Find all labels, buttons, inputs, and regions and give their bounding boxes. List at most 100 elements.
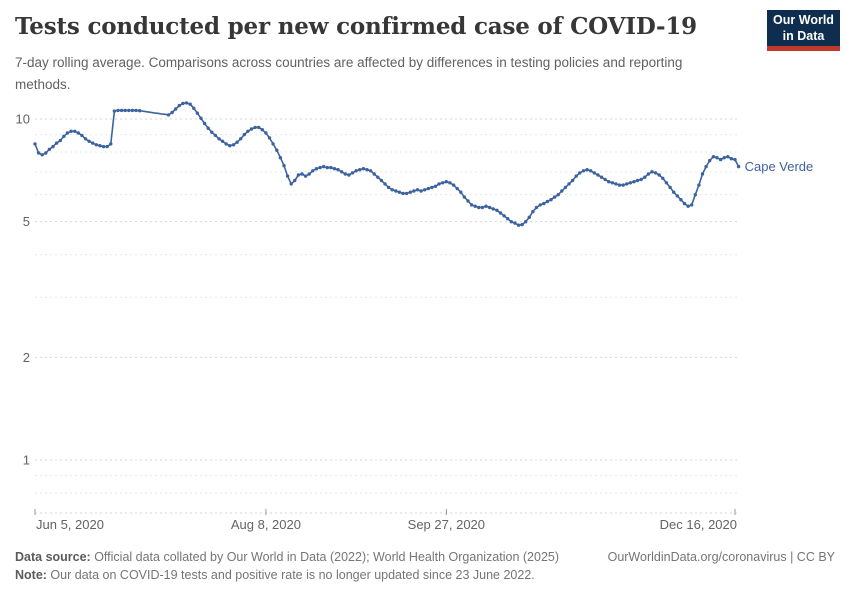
data-point — [690, 203, 694, 207]
data-point — [430, 185, 434, 190]
data-point — [293, 178, 297, 183]
data-point — [653, 171, 658, 175]
data-line[interactable] — [34, 102, 740, 226]
data-point — [534, 205, 539, 210]
data-point — [401, 191, 405, 196]
data-point — [36, 151, 41, 155]
data-point — [469, 203, 474, 207]
data-point — [491, 207, 495, 211]
data-point — [213, 133, 218, 138]
data-point — [336, 168, 340, 172]
data-point — [289, 182, 293, 186]
note-label: Note: — [15, 568, 47, 583]
data-point — [423, 188, 427, 192]
data-point — [51, 144, 55, 149]
data-point — [264, 131, 268, 135]
data-point — [729, 157, 734, 161]
data-point — [455, 186, 459, 191]
data-point — [177, 103, 181, 108]
data-point — [520, 222, 524, 227]
data-point — [679, 198, 683, 202]
data-point — [617, 183, 622, 187]
data-point — [621, 183, 625, 187]
data-point — [708, 158, 712, 163]
data-point — [451, 183, 456, 187]
data-point — [664, 181, 669, 185]
data-point — [365, 168, 369, 172]
data-point — [257, 125, 261, 130]
data-point — [105, 144, 109, 149]
data-source-line: Data source: Official data collated by O… — [15, 548, 559, 566]
data-point — [91, 141, 95, 145]
data-point — [441, 181, 445, 185]
entity-label: Cape Verde — [745, 159, 814, 174]
data-point — [296, 173, 301, 177]
data-point — [686, 204, 690, 208]
data-point — [239, 137, 243, 141]
plot-area[interactable] — [35, 100, 737, 513]
data-point — [610, 181, 614, 185]
data-point — [137, 109, 142, 113]
data-point — [195, 111, 200, 115]
data-point — [715, 156, 719, 160]
data-point — [585, 168, 589, 172]
data-point — [271, 142, 275, 146]
y-axis-tick-label: 10 — [16, 112, 30, 127]
data-point — [282, 163, 286, 168]
data-point — [73, 129, 77, 133]
note-line: Note: Our data on COVID-19 tests and pos… — [15, 566, 835, 584]
data-point — [675, 194, 679, 198]
data-point — [711, 155, 716, 159]
data-point — [527, 215, 531, 219]
data-point — [340, 170, 344, 174]
data-point — [733, 157, 737, 162]
data-point — [354, 169, 358, 173]
data-point — [646, 172, 651, 176]
data-point — [332, 167, 337, 171]
data-point — [87, 139, 91, 143]
data-point — [567, 182, 571, 186]
data-point — [672, 190, 676, 194]
data-point — [419, 189, 423, 193]
x-axis-tick-label: Jun 5, 2020 — [36, 517, 104, 532]
data-point — [394, 189, 398, 193]
data-point — [693, 193, 697, 197]
data-point — [704, 164, 708, 169]
data-source-label: Data source: — [15, 550, 91, 564]
x-axis-tick-label: Sep 27, 2020 — [408, 517, 485, 532]
license-link[interactable]: OurWorldinData.org/coronavirus | CC BY — [607, 550, 835, 564]
owid-logo: Our World in Data — [767, 10, 840, 51]
footer: Data source: Official data collated by O… — [15, 548, 835, 584]
data-point — [632, 180, 636, 184]
data-point — [697, 183, 701, 187]
data-point — [358, 168, 362, 172]
data-point — [116, 108, 120, 113]
data-point — [549, 198, 553, 202]
data-point — [379, 178, 384, 183]
data-point — [722, 156, 726, 160]
data-point — [202, 121, 207, 126]
data-point — [538, 203, 542, 207]
data-point — [513, 221, 517, 225]
data-point — [603, 177, 607, 182]
data-point — [581, 169, 586, 173]
y-axis-tick-label: 2 — [23, 350, 30, 365]
data-point — [433, 184, 438, 188]
data-point — [643, 175, 647, 179]
data-point — [343, 172, 347, 176]
data-point — [246, 129, 250, 133]
data-point — [383, 182, 387, 186]
data-point — [592, 171, 596, 175]
data-point — [386, 185, 391, 190]
data-point — [560, 189, 564, 193]
data-point — [700, 172, 705, 176]
data-point — [130, 108, 135, 113]
data-point — [119, 108, 124, 113]
data-point — [578, 171, 582, 175]
data-point — [509, 220, 513, 224]
data-point — [220, 139, 225, 143]
data-point — [589, 169, 593, 173]
data-point — [682, 201, 687, 206]
data-point — [307, 172, 311, 176]
